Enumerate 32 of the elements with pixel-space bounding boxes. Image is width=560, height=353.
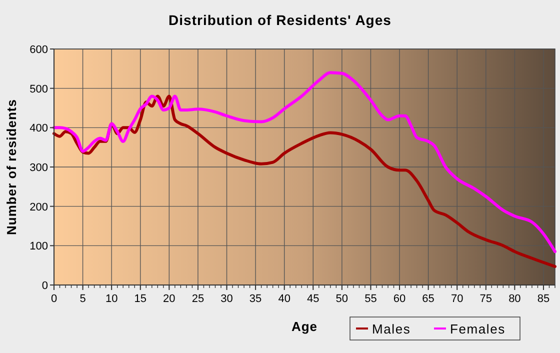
x-tick-label: 20 [163, 293, 176, 305]
line-series [52, 94, 556, 268]
x-tick-label: 85 [537, 293, 550, 305]
x-tick-label: 75 [480, 293, 492, 305]
y-tick-label: 600 [30, 44, 48, 56]
x-tick-label: 5 [80, 293, 86, 305]
x-tick-label: 15 [134, 293, 147, 305]
x-tick-label: 55 [364, 293, 377, 305]
x-tick-label: 25 [192, 293, 204, 305]
x-tick-label: 10 [105, 293, 118, 305]
y-tick-label: 400 [30, 122, 48, 135]
x-tick-label: 50 [336, 293, 348, 305]
x-tick-label: 35 [249, 293, 262, 305]
line-series [52, 71, 556, 254]
x-tick-label: 40 [278, 293, 290, 305]
y-tick-label: 0 [42, 280, 48, 292]
chart-title: Distribution of Residents' Ages [168, 12, 392, 28]
legend-label: Females [450, 322, 506, 336]
x-tick-label: 70 [450, 293, 464, 305]
legend-label: Males [372, 322, 411, 336]
x-tick-label: 0 [50, 293, 58, 305]
x-tick-label: 60 [393, 293, 406, 305]
y-tick-label: 100 [30, 240, 48, 253]
y-tick-label: 200 [30, 201, 48, 214]
x-tick-label: 45 [307, 293, 320, 305]
x-tick-label: 30 [220, 293, 233, 305]
y-axis-title: Number of residents [4, 99, 19, 235]
x-axis-title: Age [291, 319, 318, 334]
x-tick-label: 80 [508, 293, 521, 305]
x-tick-label: 65 [422, 293, 434, 305]
y-tick-label: 500 [30, 83, 48, 96]
y-tick-label: 300 [30, 162, 48, 174]
